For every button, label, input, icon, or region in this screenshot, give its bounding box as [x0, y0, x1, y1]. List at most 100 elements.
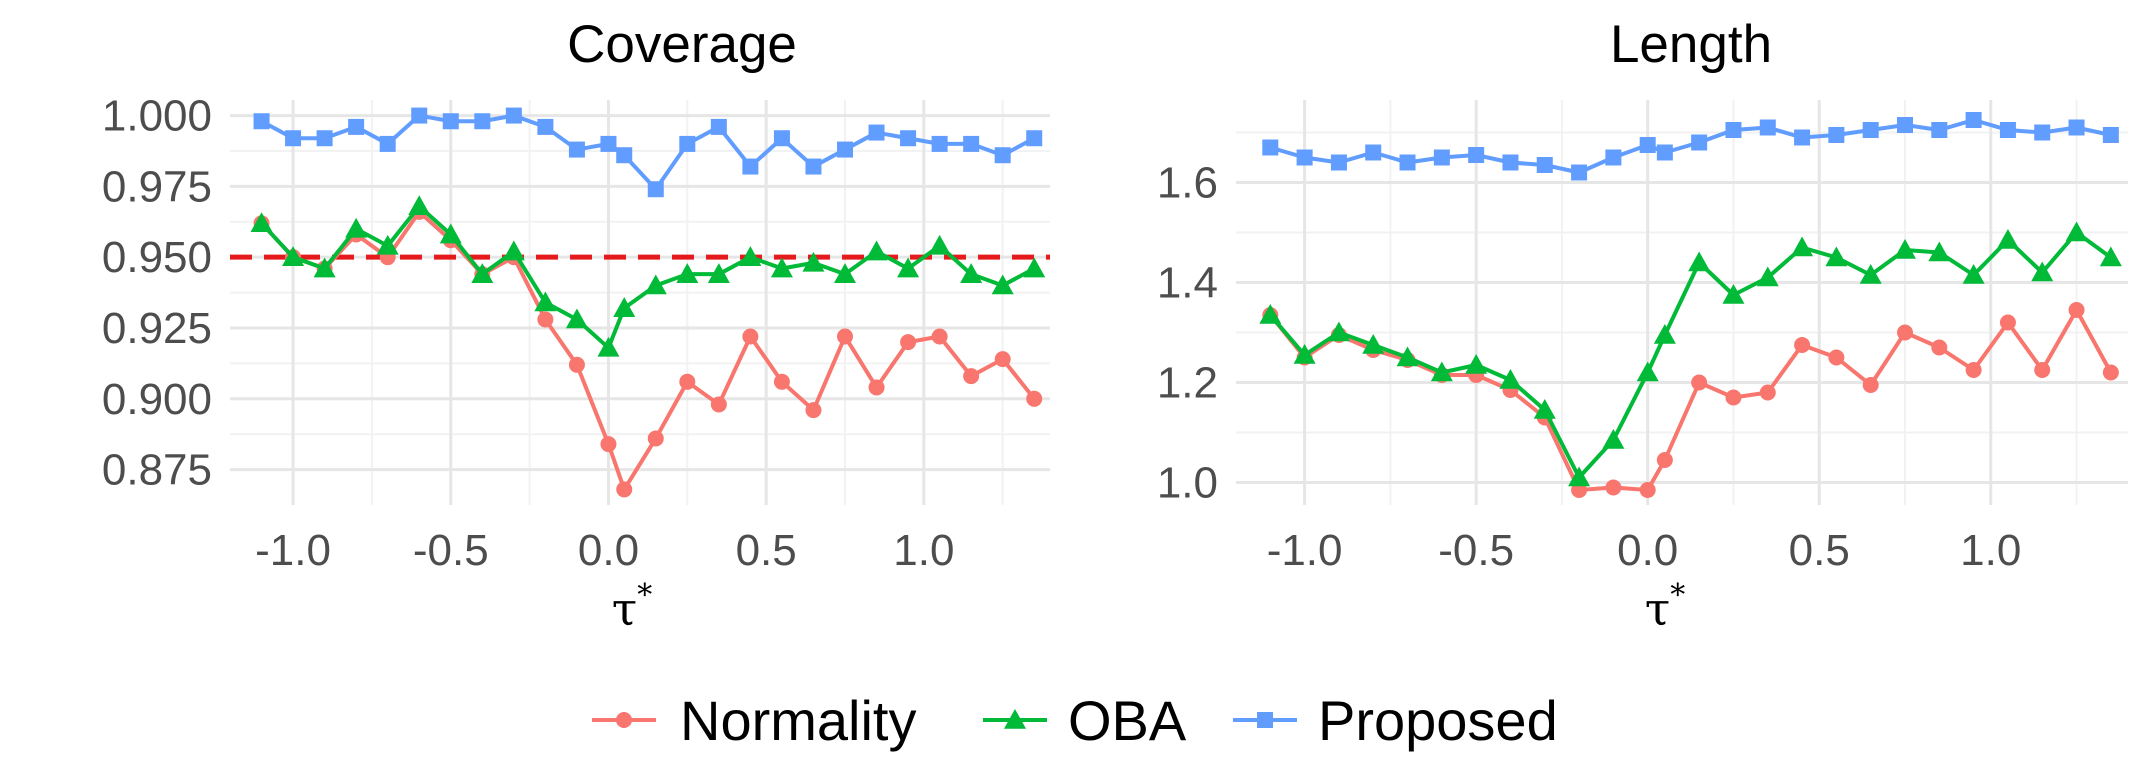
normality-point: [773, 373, 790, 390]
oba-point: [2031, 261, 2054, 282]
coverage-x-axis-label-text: τ: [612, 582, 637, 636]
normality-point: [600, 436, 617, 453]
normality-point: [805, 402, 822, 419]
proposed-point: [2102, 127, 2119, 143]
normality-point: [1897, 324, 1913, 341]
oba-point: [834, 263, 856, 283]
normality-point: [537, 311, 554, 328]
legend-label: Normality: [680, 689, 916, 752]
coverage-panel: Coverage 0.8750.9000.9250.9500.9751.000 …: [102, 15, 1050, 636]
y-tick-label: 1.0: [1157, 459, 1218, 508]
oba-point: [1653, 324, 1676, 344]
normality-point: [1794, 337, 1811, 353]
proposed-point: [616, 147, 633, 164]
proposed-point: [773, 130, 790, 147]
proposed-point: [1399, 154, 1416, 171]
coverage-series-proposed: [253, 107, 1043, 198]
oba-point: [376, 234, 399, 255]
proposed-point: [600, 135, 617, 152]
x-tick-label: -1.0: [1267, 526, 1343, 575]
legend-item-oba: OBA: [983, 689, 1187, 752]
oba-point: [282, 246, 305, 266]
legend-item-proposed: Proposed: [1233, 689, 1558, 752]
normality-point: [1691, 374, 1708, 391]
proposed-point: [837, 141, 853, 158]
proposed-point: [1897, 117, 1913, 133]
proposed-point: [1965, 112, 1982, 128]
oba-point: [471, 263, 494, 283]
proposed-point: [379, 135, 396, 152]
oba-point: [1928, 241, 1951, 262]
oba-point: [1396, 346, 1419, 367]
legend: Normality OBA Proposed: [592, 689, 1558, 752]
oba-point: [1791, 236, 1814, 257]
proposed-point: [1468, 147, 1485, 163]
legend-key-marker: [1257, 712, 1273, 728]
proposed-point: [1759, 119, 1776, 136]
proposed-point: [2068, 119, 2085, 136]
oba-point: [1602, 429, 1625, 449]
proposed-point: [1330, 154, 1347, 171]
proposed-point: [1691, 134, 1708, 151]
proposed-point: [900, 130, 917, 147]
oba-point: [1996, 229, 2019, 249]
proposed-point: [505, 107, 522, 124]
proposed-point: [1571, 164, 1588, 181]
y-tick-label: 1.000: [102, 92, 212, 141]
normality-point: [1605, 479, 1622, 496]
proposed-point: [253, 113, 270, 130]
normality-point: [1639, 482, 1656, 498]
oba-point: [2099, 246, 2122, 267]
oba-point: [1465, 354, 1488, 374]
normality-point: [931, 328, 948, 345]
oba-point: [1293, 344, 1316, 364]
proposed-point: [647, 181, 664, 198]
normality-point: [1759, 384, 1776, 401]
oba-point: [865, 240, 888, 261]
proposed-point: [1656, 144, 1673, 161]
normality-point: [568, 356, 585, 373]
length-x-axis-label: τ*: [1645, 578, 1685, 636]
y-tick-label: 0.875: [102, 446, 212, 495]
proposed-point: [868, 124, 885, 141]
oba-point: [1023, 257, 1046, 278]
oba-point: [676, 263, 699, 283]
proposed-point: [2034, 124, 2051, 141]
y-tick-label: 1.2: [1157, 359, 1218, 408]
coverage-x-axis-label-superscript: *: [637, 578, 652, 613]
normality-point: [710, 396, 727, 413]
proposed-point: [931, 135, 948, 152]
x-tick-label: 0.5: [1789, 526, 1850, 575]
proposed-point: [316, 130, 333, 147]
oba-point: [565, 308, 588, 329]
normality-point: [2068, 302, 2085, 318]
proposed-point: [285, 130, 302, 147]
proposed-point: [442, 113, 459, 130]
proposed-point: [994, 147, 1011, 164]
oba-point: [345, 217, 368, 238]
oba-point: [644, 274, 667, 295]
oba-point: [534, 291, 557, 312]
oba-point: [2065, 221, 2088, 242]
normality-point: [1999, 314, 2016, 331]
normality-point: [1862, 377, 1879, 393]
legend-item-normality: Normality: [592, 689, 916, 752]
length-x-axis-label-superscript: *: [1670, 578, 1685, 613]
proposed-point: [1536, 157, 1553, 173]
x-tick-label: 1.0: [1960, 526, 2021, 575]
legend-label: OBA: [1068, 689, 1187, 752]
oba-point: [1894, 239, 1916, 259]
x-tick-label: -0.5: [413, 526, 489, 575]
proposed-point: [963, 135, 980, 152]
oba-point: [1533, 399, 1556, 419]
oba-point: [960, 263, 983, 283]
y-tick-label: 0.925: [102, 304, 212, 353]
proposed-point: [1296, 149, 1313, 166]
proposed-point: [348, 118, 365, 135]
x-tick-label: 1.0: [893, 526, 954, 575]
proposed-point: [537, 118, 554, 135]
oba-point: [1636, 361, 1659, 382]
oba-point: [250, 212, 273, 232]
proposed-point: [1026, 130, 1043, 147]
